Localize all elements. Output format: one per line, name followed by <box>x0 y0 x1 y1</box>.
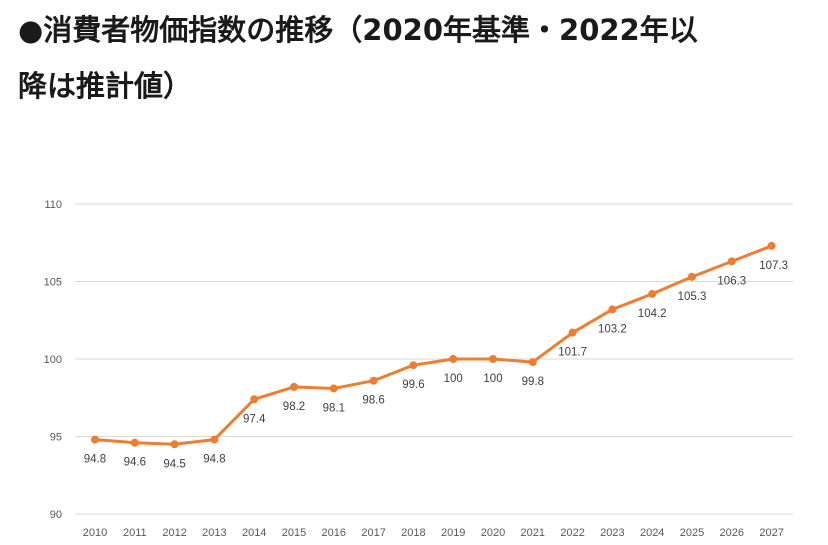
data-label: 107.3 <box>759 260 788 272</box>
data-point <box>329 384 338 393</box>
data-label: 98.6 <box>362 395 384 407</box>
data-point <box>648 289 657 298</box>
x-tick-label: 2012 <box>162 527 186 539</box>
x-tick-label: 2010 <box>83 527 107 539</box>
gridlines <box>75 203 793 515</box>
data-label: 100 <box>444 373 463 385</box>
x-tick-label: 2011 <box>123 527 147 539</box>
data-point <box>449 355 458 363</box>
data-label: 94.5 <box>163 458 185 470</box>
data-label: 103.2 <box>598 323 627 335</box>
data-point <box>130 438 139 447</box>
x-tick-label: 2018 <box>401 527 425 539</box>
x-axis-ticks: 2010 2011 2012 2013 2014 2015 2016 2017 2018 2019… <box>83 527 784 539</box>
y-tick-label: 90 <box>50 509 62 521</box>
data-label: 105.3 <box>678 291 707 303</box>
data-label: 94.8 <box>84 454 106 466</box>
x-tick-label: 2027 <box>759 527 783 539</box>
data-point <box>290 382 298 391</box>
data-point <box>727 257 736 266</box>
y-tick-label: 100 <box>44 354 62 366</box>
data-label: 94.8 <box>203 454 225 466</box>
data-label: 100 <box>483 373 502 385</box>
data-label: 98.2 <box>283 401 305 413</box>
data-point <box>767 241 776 250</box>
data-label: 99.6 <box>402 379 424 391</box>
y-tick-label: 110 <box>44 199 62 211</box>
data-point <box>369 376 378 385</box>
data-label: 97.4 <box>243 413 266 425</box>
y-axis-ticks: 90 95 100 105 110 <box>44 199 62 521</box>
data-points <box>91 241 776 449</box>
data-point <box>608 305 617 314</box>
x-tick-label: 2019 <box>441 527 465 539</box>
data-point <box>688 272 696 281</box>
x-tick-label: 2013 <box>202 527 226 539</box>
x-tick-label: 2022 <box>560 527 584 539</box>
series-line-group <box>94 244 773 446</box>
page-title: ●消費者物価指数の推移（2020年基準・2022年以 降は推計値） <box>18 2 818 114</box>
y-tick-label: 105 <box>44 277 62 289</box>
x-tick-label: 2020 <box>481 527 505 539</box>
data-point <box>91 435 99 444</box>
y-tick-label: 95 <box>50 432 62 444</box>
data-label: 98.1 <box>323 402 345 414</box>
x-tick-label: 2015 <box>282 527 306 539</box>
data-label: 94.6 <box>124 457 146 469</box>
data-point <box>210 435 219 444</box>
data-point <box>489 355 497 363</box>
x-tick-label: 2021 <box>521 527 545 539</box>
x-tick-label: 2026 <box>720 527 744 539</box>
data-label: 101.7 <box>558 347 587 359</box>
data-label: 106.3 <box>717 275 746 287</box>
x-tick-label: 2017 <box>361 527 385 539</box>
data-point <box>409 361 418 370</box>
data-point <box>528 358 537 367</box>
data-labels: 94.8 94.6 94.5 94.8 97.4 98.2 98.1 98.6 99.6 100 1… <box>84 260 788 470</box>
data-label: 104.2 <box>638 308 667 320</box>
data-point <box>170 440 179 449</box>
data-label: 99.8 <box>522 376 544 388</box>
x-tick-label: 2025 <box>680 527 704 539</box>
x-tick-label: 2023 <box>600 527 624 539</box>
data-point <box>568 328 577 337</box>
data-point <box>250 395 259 404</box>
x-tick-label: 2016 <box>322 527 346 539</box>
x-tick-label: 2014 <box>242 527 266 539</box>
title-line-1: ●消費者物価指数の推移（2020年基準・2022年以 <box>18 13 698 47</box>
series-line <box>94 244 773 446</box>
title-line-2: 降は推計値） <box>18 69 193 103</box>
x-tick-label: 2024 <box>640 527 664 539</box>
